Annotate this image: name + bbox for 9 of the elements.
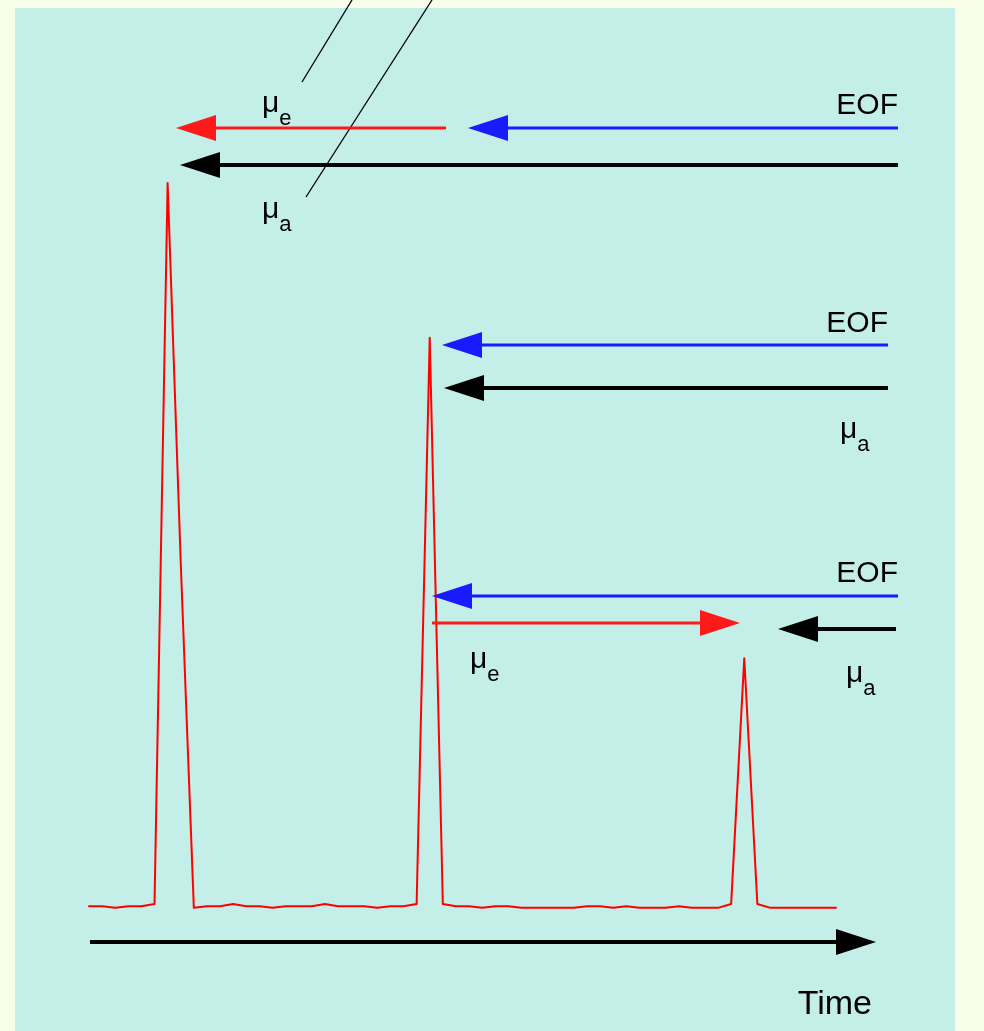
annotation: μ$_{a}$ <box>262 191 293 236</box>
text: μ$_{a}$ <box>846 655 877 700</box>
text: EOF <box>836 87 898 120</box>
text: EOF <box>836 555 898 588</box>
text: μ$_{e}$ <box>262 85 292 130</box>
annotation: μ$_{e}$ <box>470 641 500 686</box>
x-axis-title: Time <box>797 983 872 1021</box>
annotation: EOF <box>826 305 888 338</box>
text: μ$_{a}$ <box>840 411 871 456</box>
